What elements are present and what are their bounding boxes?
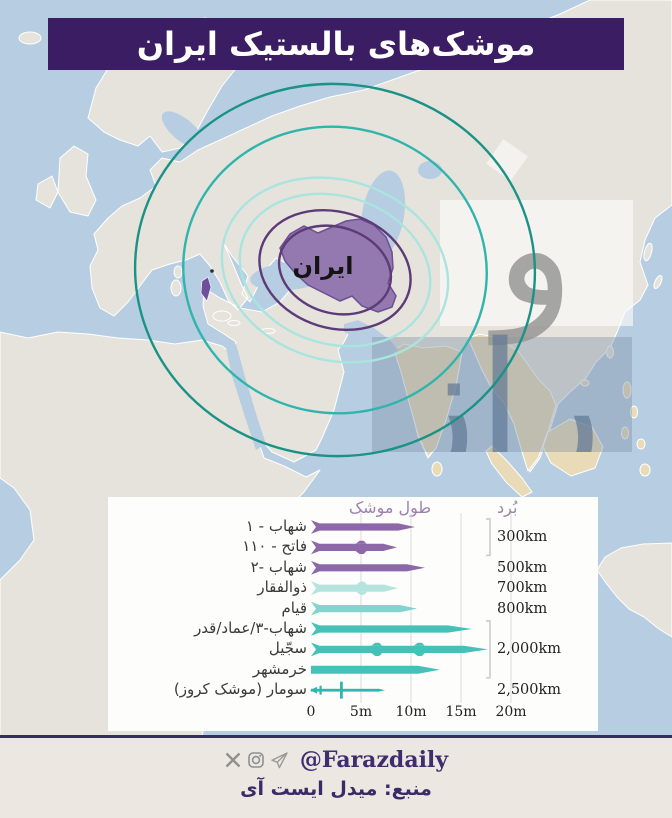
missile-bar [311,581,398,596]
length-column-header: طول موشک [348,498,432,517]
missile-name-label: خرمشهر [252,659,307,678]
range-ring-2 [258,208,412,332]
instagram-icon [247,751,265,769]
missile-bar [311,642,488,657]
missile-name-label: سومار (موشک کروز) [173,680,307,699]
footer-separator [0,735,672,738]
missile-name-label: سجّیل [268,639,307,658]
baltic-sea [161,111,205,149]
landmass-borneo [542,418,604,477]
telegram-icon [270,751,289,770]
range-label: 300km [497,529,548,546]
landmass-cyprus [227,320,241,326]
missile-name-label: شهاب -۲ [250,557,307,576]
x-axis-tick: 5m [349,704,373,720]
range-rings [133,82,537,458]
landmass-ireland [35,175,59,209]
source-credit: منبع: میدل ایست آی [240,778,432,800]
landmass-philippines-3 [621,426,629,440]
missile-name-label: ذوالفقار [257,578,307,597]
range-ring-1 [277,224,393,316]
landmass-corsica [173,265,183,279]
landmass-sicily [212,310,232,322]
x-axis-tick: 15m [445,704,477,720]
iran-country-label: ایران [292,252,354,280]
x-axis-tick: 10m [395,704,427,720]
social-row: @Farazdaily [0,738,672,773]
title-banner: موشک‌های بالستیک ایران [48,18,624,70]
missile-bar [311,601,417,616]
x-axis-tick: 20m [495,704,527,720]
missile-bar [311,560,425,575]
range-ring-4 [220,176,450,364]
range-ring-5 [182,125,488,415]
landmass-hainan [580,379,590,387]
x-axis-tick: 0 [306,704,316,720]
range-bracket [486,518,491,557]
missile-name-label: شهاب - ۱ [245,517,307,535]
landmass-indochina [467,333,557,472]
red-sea [226,344,266,450]
missile-bar [310,681,385,699]
missile-bar [311,540,397,555]
range-label: 2,500km [497,682,562,699]
range-column-header: بُرد [497,498,518,517]
missile-bar [311,665,440,674]
missile-length-chart [310,513,512,703]
range-label: 2,000km [497,641,562,658]
landmass-philippines-4 [636,438,646,450]
missile-name-label: قیام [281,598,307,617]
missile-bar [311,622,472,636]
missile-bar [311,520,415,534]
missile-chart-panel: طول موشک بُرد شهاب - ۱ فاتح - ۱۱۰ شهاب -۲ ذ… [108,497,598,731]
landmass-japan-2 [653,275,663,289]
country-israel [200,276,212,302]
watermark-white-panel [440,200,633,326]
range-label: 800km [497,600,548,617]
range-bracket [486,620,491,679]
landmass-britain [57,145,97,217]
landmass-philippines-2 [630,405,638,419]
missile-name-label: فاتح - ۱۱۰ [242,537,307,556]
landmass-philippines-1 [622,381,632,399]
landmass-sardinia [170,279,182,297]
range-ring-6 [133,82,537,458]
city-marker-dot [210,269,214,273]
landmass-srilanka [431,461,443,477]
range-label: 500km [497,559,548,576]
landmass-japan-1 [643,242,653,262]
landmass-sulawesi [639,463,651,477]
footer: @Farazdaily منبع: میدل ایست آی [0,738,672,818]
range-label: 700km [497,580,548,597]
page-title: موشک‌های بالستیک ایران [136,25,536,63]
missile-name-label: شهاب-۳/عماد/قدر [194,619,307,637]
landmass-iceland [18,31,42,45]
landmass-australia [596,542,672,638]
landmass-taiwan [606,345,614,359]
country-iran [279,218,397,313]
range-ring-3 [238,192,432,348]
x-icon [224,751,242,769]
social-handle: @Farazdaily [299,747,449,773]
